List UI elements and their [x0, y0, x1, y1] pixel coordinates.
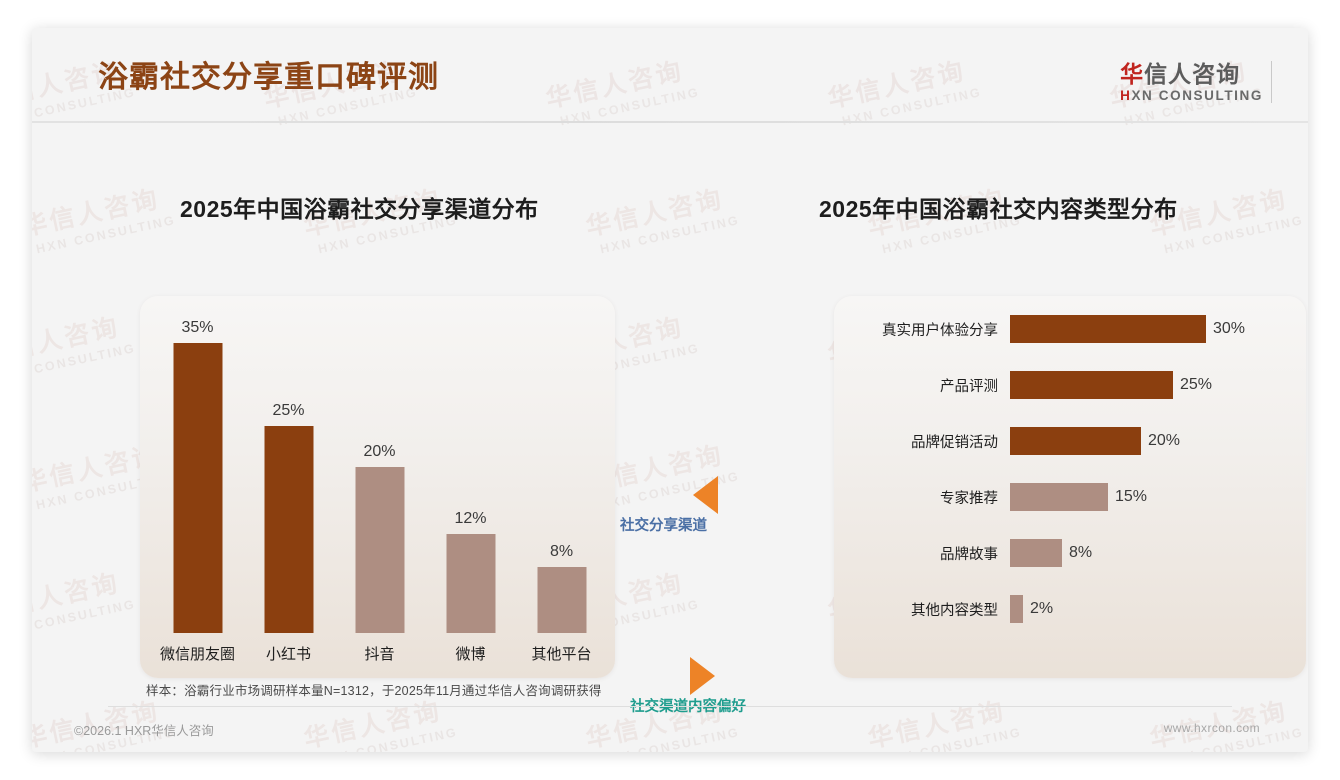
bar-row: 其他内容类型 2%: [834, 594, 1306, 624]
bar-category-label: 品牌故事: [940, 546, 998, 563]
bar-value-label: 20%: [363, 443, 396, 460]
bar: [173, 343, 222, 633]
bar-category-label: 专家推荐: [940, 490, 998, 507]
bar-value-label: 35%: [181, 319, 214, 336]
bar-value-label: 8%: [1069, 544, 1093, 561]
bar-category-label: 品牌促销活动: [911, 434, 998, 451]
bar-category-label: 真实用户体验分享: [882, 322, 998, 339]
bar: [1010, 595, 1023, 623]
logo-chinese: 华信人咨询: [1120, 61, 1263, 87]
page-title: 浴霸社交分享重口碑评测: [98, 61, 439, 94]
bar-value-label: 15%: [1115, 488, 1148, 505]
horizontal-bar-chart: 真实用户体验分享 30% 产品评测 25% 品牌促销活动 20% 专家推荐 15% 品牌故事 8%…: [834, 296, 1306, 678]
bar-category-label: 小红书: [265, 646, 312, 663]
center-note-channel-label: 社交分享渠道: [620, 518, 707, 534]
slide-header: 浴霸社交分享重口碑评测 华信人咨询 HXN CONSULTING: [32, 28, 1308, 124]
chart-title-left: 2025年中国浴霸社交分享渠道分布: [180, 196, 539, 222]
bar-row: 产品评测 25%: [834, 370, 1306, 400]
center-note-preference-label: 社交渠道内容偏好: [630, 699, 746, 715]
bar-row: 专家推荐 15%: [834, 482, 1306, 512]
bar: [1010, 539, 1062, 567]
bar-group: 20% 抖音: [334, 296, 425, 678]
bar-category-label: 其他内容类型: [911, 602, 998, 619]
bar-value-label: 25%: [272, 402, 305, 419]
slide-footer: ©2026.1 HXR华信人咨询 www.hxrcon.com: [32, 706, 1308, 752]
bar: [264, 426, 313, 633]
bar-group: 8% 其他平台: [516, 296, 607, 678]
triangle-right-icon: [690, 657, 715, 695]
bar-category-label: 抖音: [364, 646, 395, 663]
logo-en-accent: H: [1120, 88, 1132, 104]
logo-cn-accent: 华: [1120, 61, 1145, 87]
website-url: www.hxrcon.com: [1163, 721, 1260, 735]
bar-value-label: 25%: [1180, 376, 1213, 393]
bar-category-label: 微信朋友圈: [159, 646, 236, 663]
bar-value-label: 30%: [1213, 320, 1246, 337]
bar: [355, 467, 404, 633]
brand-logo: 华信人咨询 HXN CONSULTING: [1120, 61, 1272, 104]
header-divider: [32, 121, 1308, 123]
bar: [446, 534, 495, 633]
bar: [1010, 371, 1173, 399]
bar-group: 12% 微博: [425, 296, 516, 678]
logo-cn-rest: 信人咨询: [1144, 61, 1241, 87]
bar-value-label: 2%: [1030, 600, 1054, 617]
copyright-text: ©2026.1 HXR华信人咨询: [74, 724, 214, 738]
sample-footnote-text: 样本：浴霸行业市场调研样本量N=1312，于2025年11月通过华信人咨询调研获…: [146, 684, 602, 698]
slide-content: 2025年中国浴霸社交分享渠道分布 2025年中国浴霸社交内容类型分布 35% 微…: [32, 124, 1308, 715]
bar-group: 35% 微信朋友圈: [152, 296, 243, 678]
bar: [1010, 315, 1206, 343]
bar-category-label: 微博: [455, 646, 486, 663]
bar-value-label: 8%: [549, 543, 574, 560]
bar-value-label: 20%: [1148, 432, 1181, 449]
bar-category-label: 其他平台: [531, 646, 592, 663]
bar-group: 25% 小红书: [243, 296, 334, 678]
bar: [537, 567, 586, 633]
bar-row: 真实用户体验分享 30%: [834, 314, 1306, 344]
bar-row: 品牌促销活动 20%: [834, 426, 1306, 456]
logo-english: HXN CONSULTING: [1120, 88, 1263, 103]
logo-en-rest: XN CONSULTING: [1131, 88, 1263, 104]
bar: [1010, 483, 1108, 511]
sample-footnote: 样本：浴霸行业市场调研样本量N=1312，于2025年11月通过华信人咨询调研获…: [108, 680, 1232, 707]
bar-category-label: 产品评测: [940, 378, 998, 395]
bar-row: 品牌故事 8%: [834, 538, 1306, 568]
bar-value-label: 12%: [454, 510, 487, 527]
chart-title-right: 2025年中国浴霸社交内容类型分布: [819, 196, 1178, 222]
vertical-bar-chart: 35% 微信朋友圈 25% 小红书 20% 抖音 12% 微博 8% 其他平台: [140, 296, 615, 678]
triangle-left-icon: [693, 476, 718, 514]
bar: [1010, 427, 1141, 455]
